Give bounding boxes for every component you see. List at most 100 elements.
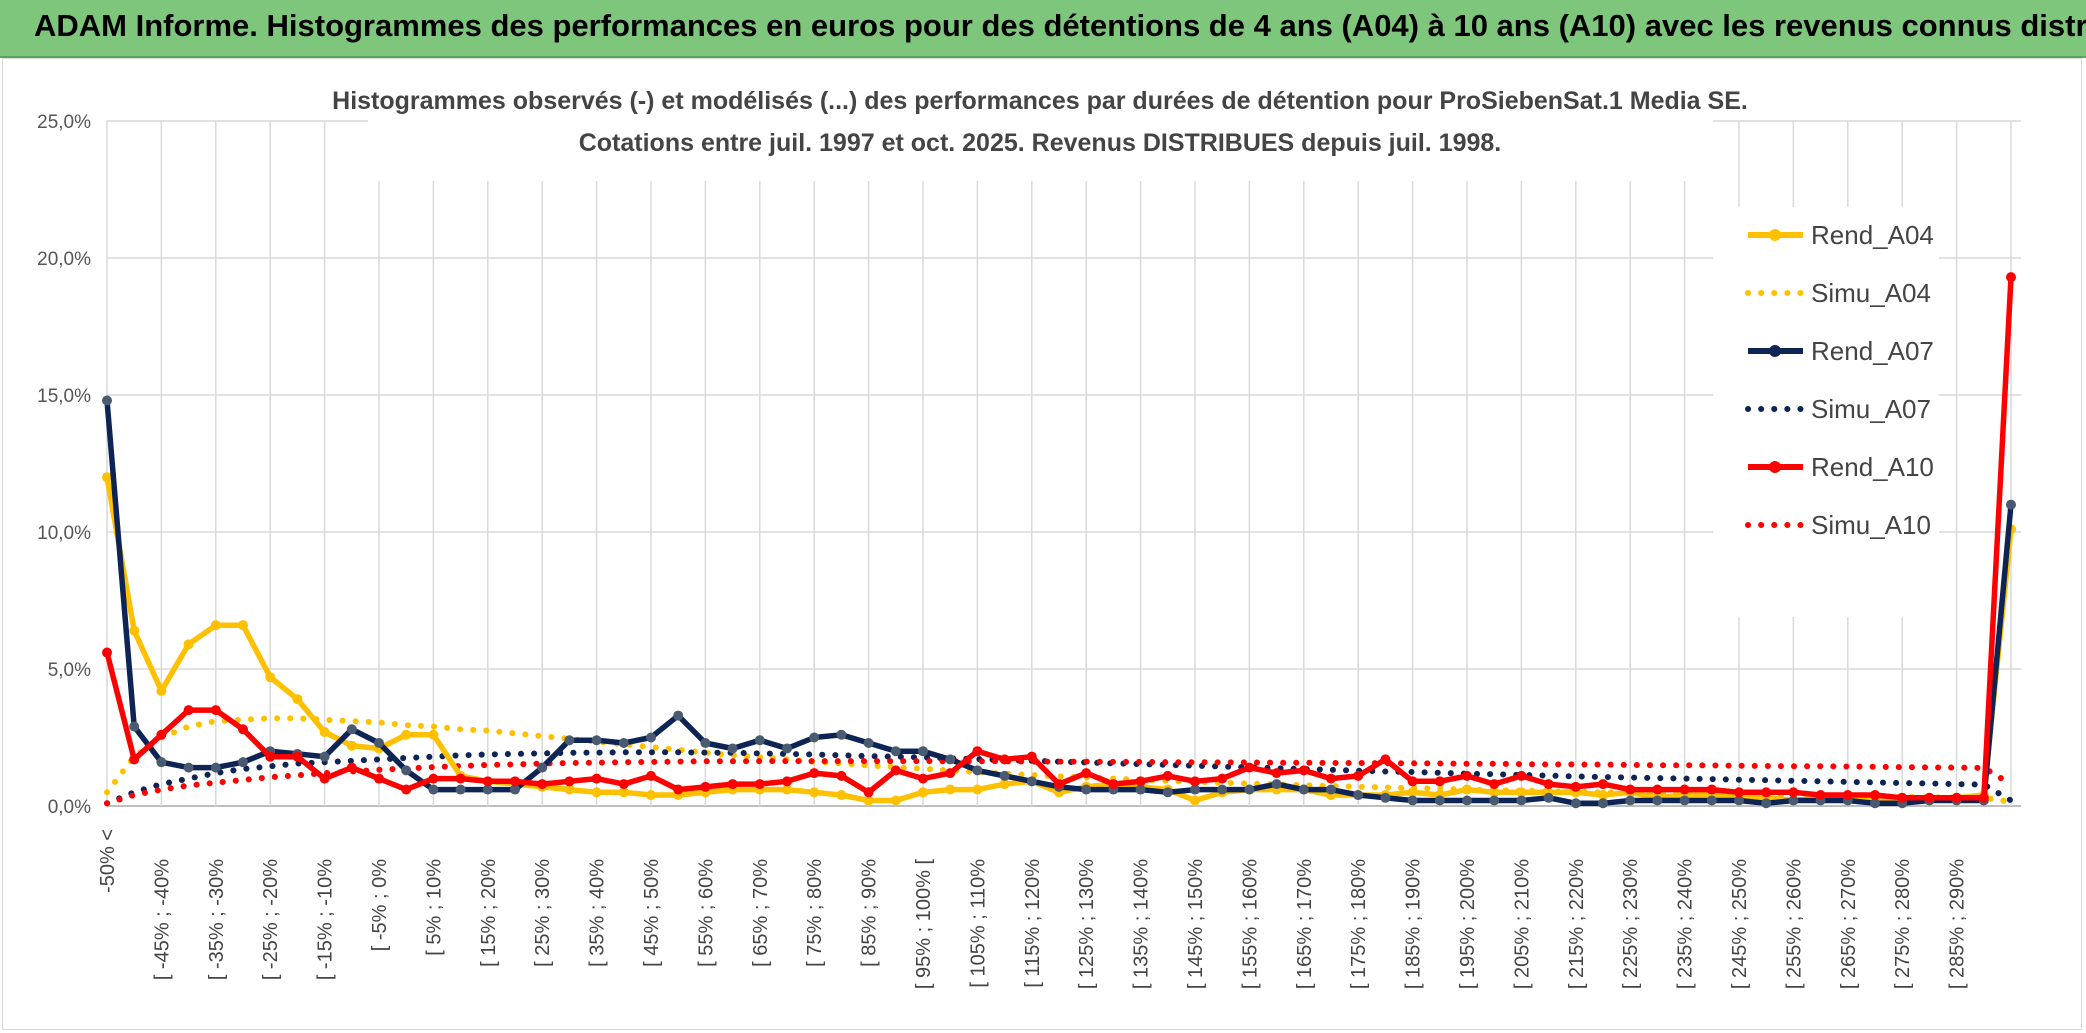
x-tick-label: [ 235% ; 240% bbox=[1675, 859, 1697, 989]
data-point-Rend_A07 bbox=[673, 710, 684, 721]
data-point-Rend_A10 bbox=[1543, 779, 1554, 790]
data-point-Rend_A10 bbox=[1244, 762, 1255, 773]
data-point-Rend_A07 bbox=[238, 757, 248, 768]
data-point-Rend_A07 bbox=[510, 784, 520, 795]
data-point-Rend_A10 bbox=[1135, 776, 1146, 787]
x-tick-label: [ 125% ; 130% bbox=[1076, 859, 1098, 989]
x-tick-label: [ 155% ; 160% bbox=[1239, 859, 1261, 989]
data-point-Rend_A04 bbox=[646, 790, 656, 801]
data-point-Rend_A10 bbox=[1598, 779, 1608, 790]
x-tick-label: [ 205% ; 210% bbox=[1511, 859, 1533, 989]
data-point-Rend_A04 bbox=[1190, 795, 1200, 806]
legend-label-Simu_A10: Simu_A10 bbox=[1811, 510, 1931, 540]
data-point-Rend_A10 bbox=[945, 768, 956, 779]
data-point-Rend_A07 bbox=[727, 743, 738, 754]
x-tick-label: [ 5% ; 10% bbox=[423, 859, 445, 956]
data-point-Rend_A07 bbox=[700, 737, 711, 748]
data-point-Rend_A07 bbox=[890, 746, 901, 757]
y-tick-label: 10,0% bbox=[37, 523, 91, 544]
data-point-Rend_A07 bbox=[754, 735, 765, 746]
x-axis-ticks: -50% < [ -45% ; -40% [ -35% ; -30% [ -25% ;… bbox=[97, 829, 1969, 989]
data-point-Rend_A04 bbox=[292, 694, 303, 705]
data-point-Rend_A10 bbox=[1407, 776, 1418, 787]
y-tick-label: 25,0% bbox=[37, 112, 91, 133]
x-tick-label: [ 185% ; 190% bbox=[1403, 859, 1425, 989]
data-point-Rend_A04 bbox=[102, 472, 112, 483]
data-point-Rend_A07 bbox=[564, 735, 575, 746]
x-tick-label: [ 215% ; 220% bbox=[1566, 859, 1588, 989]
legend-label-Rend_A10: Rend_A10 bbox=[1811, 452, 1934, 482]
data-point-Rend_A07 bbox=[1516, 795, 1527, 806]
histogram-chart: 0,0% 5,0% 10,0% 15,0% 20,0% 25,0% -50% < [ -45… bbox=[37, 81, 2021, 989]
data-point-Rend_A04 bbox=[129, 625, 140, 636]
data-point-Rend_A10 bbox=[183, 705, 194, 716]
legend-background bbox=[1713, 207, 1939, 617]
report-title: ADAM Informe. Histogrammes des performan… bbox=[34, 8, 2086, 43]
x-tick-label: [ 25% ; 30% bbox=[532, 859, 554, 967]
data-point-Rend_A10 bbox=[1570, 781, 1581, 792]
x-tick-label: [ 115% ; 120% bbox=[1022, 859, 1044, 988]
data-point-Rend_A04 bbox=[238, 620, 248, 631]
data-point-Rend_A07 bbox=[183, 762, 194, 773]
data-point-Rend_A10 bbox=[1706, 784, 1717, 795]
data-point-Rend_A07 bbox=[1326, 784, 1336, 795]
data-point-Rend_A10 bbox=[1054, 779, 1064, 790]
data-point-Rend_A10 bbox=[673, 784, 684, 795]
data-point-Rend_A10 bbox=[129, 754, 140, 765]
y-tick-label: 0,0% bbox=[48, 797, 91, 818]
x-tick-label: [ 145% ; 150% bbox=[1185, 859, 1207, 989]
data-point-Rend_A07 bbox=[1734, 795, 1744, 806]
data-point-Rend_A10 bbox=[890, 765, 901, 776]
data-point-Rend_A10 bbox=[1108, 779, 1119, 790]
data-point-Rend_A10 bbox=[1462, 770, 1472, 781]
data-point-Rend_A04 bbox=[618, 787, 629, 798]
legend-marker-Rend_A07 bbox=[1769, 345, 1781, 357]
data-point-Rend_A07 bbox=[1135, 784, 1146, 795]
data-point-Rend_A07 bbox=[918, 746, 928, 757]
data-point-Rend_A10 bbox=[700, 781, 711, 792]
data-point-Rend_A07 bbox=[1543, 792, 1554, 803]
data-point-Rend_A07 bbox=[999, 770, 1010, 781]
data-point-Rend_A07 bbox=[1625, 795, 1636, 806]
data-point-Rend_A07 bbox=[1434, 795, 1445, 806]
data-point-Rend_A07 bbox=[646, 732, 656, 743]
data-point-Rend_A07 bbox=[836, 729, 847, 740]
data-point-Rend_A04 bbox=[1489, 787, 1500, 798]
data-point-Rend_A07 bbox=[2006, 499, 2016, 510]
data-point-Rend_A10 bbox=[1734, 787, 1744, 798]
data-point-Rend_A10 bbox=[1217, 773, 1228, 784]
data-point-Rend_A07 bbox=[1271, 779, 1282, 790]
chart-title-background bbox=[368, 81, 1713, 181]
data-point-Rend_A07 bbox=[401, 765, 412, 776]
data-point-Rend_A10 bbox=[1788, 787, 1799, 798]
legend-marker-Rend_A04 bbox=[1769, 229, 1781, 241]
data-point-Rend_A07 bbox=[1598, 798, 1608, 809]
data-point-Rend_A07 bbox=[972, 765, 983, 776]
series-line-Simu_A10 bbox=[104, 758, 2014, 807]
data-point-Rend_A04 bbox=[1407, 787, 1418, 798]
data-point-Rend_A10 bbox=[102, 647, 112, 658]
data-point-Rend_A07 bbox=[455, 784, 466, 795]
x-tick-label: [ 15% ; 20% bbox=[478, 859, 500, 967]
chart-title-line-1: Histogrammes observés (-) et modélisés (… bbox=[332, 87, 1748, 115]
data-point-Rend_A04 bbox=[1598, 790, 1608, 801]
x-tick-label: [ 35% ; 40% bbox=[587, 859, 609, 967]
data-point-Rend_A04 bbox=[809, 787, 820, 798]
data-point-Rend_A07 bbox=[1462, 795, 1472, 806]
data-point-Rend_A07 bbox=[319, 751, 330, 762]
data-point-Rend_A07 bbox=[129, 721, 140, 732]
data-point-Rend_A07 bbox=[618, 737, 629, 748]
data-point-Rend_A07 bbox=[482, 784, 493, 795]
data-point-Rend_A07 bbox=[1679, 795, 1690, 806]
data-point-Rend_A10 bbox=[564, 776, 575, 787]
data-point-Rend_A10 bbox=[1489, 779, 1500, 790]
x-tick-label: [ 75% ; 80% bbox=[804, 859, 826, 967]
data-point-Rend_A10 bbox=[537, 779, 548, 790]
data-point-Rend_A07 bbox=[1162, 787, 1173, 798]
legend: Rend_A04 Simu_A04 Rend_A07 Simu_A07 Rend_A10… bbox=[1713, 207, 1939, 617]
data-point-Rend_A07 bbox=[1489, 795, 1500, 806]
data-point-Rend_A04 bbox=[1462, 784, 1472, 795]
data-point-Rend_A07 bbox=[1761, 798, 1772, 809]
data-point-Rend_A07 bbox=[1081, 784, 1092, 795]
